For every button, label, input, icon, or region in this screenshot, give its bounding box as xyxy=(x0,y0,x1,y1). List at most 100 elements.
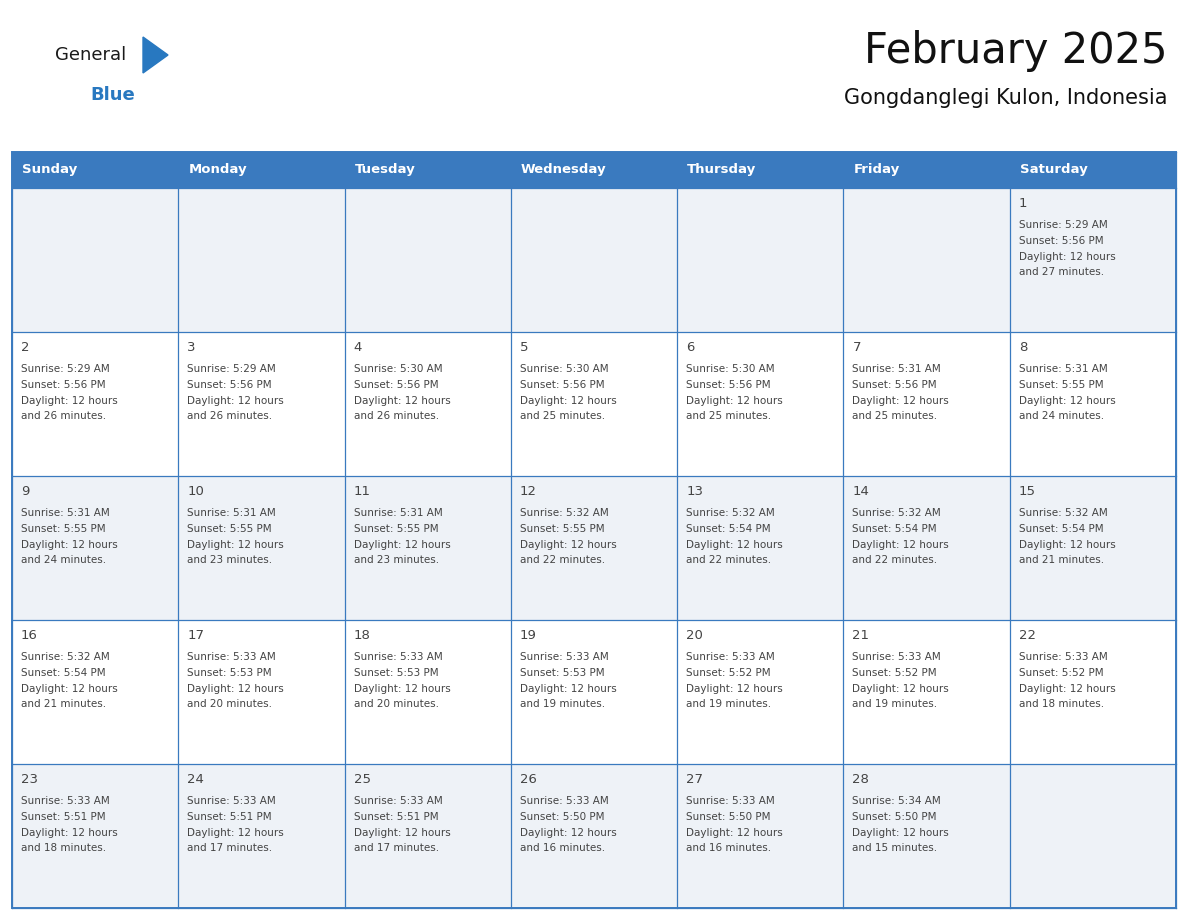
Text: Sunrise: 5:33 AM: Sunrise: 5:33 AM xyxy=(354,652,442,662)
Text: Daylight: 12 hours: Daylight: 12 hours xyxy=(687,828,783,837)
Text: Monday: Monday xyxy=(188,163,247,176)
Text: Daylight: 12 hours: Daylight: 12 hours xyxy=(21,684,118,694)
Text: Sunset: 5:54 PM: Sunset: 5:54 PM xyxy=(1019,524,1104,533)
Bar xyxy=(12,620,1176,764)
Text: 11: 11 xyxy=(354,485,371,498)
Polygon shape xyxy=(143,37,168,73)
Text: 9: 9 xyxy=(21,485,30,498)
Text: Sunset: 5:53 PM: Sunset: 5:53 PM xyxy=(520,667,605,677)
Text: Daylight: 12 hours: Daylight: 12 hours xyxy=(687,396,783,406)
Text: Wednesday: Wednesday xyxy=(520,163,607,176)
Text: Gongdanglegi Kulon, Indonesia: Gongdanglegi Kulon, Indonesia xyxy=(845,88,1168,108)
Text: Daylight: 12 hours: Daylight: 12 hours xyxy=(21,828,118,837)
Bar xyxy=(12,152,178,188)
Text: and 20 minutes.: and 20 minutes. xyxy=(188,700,272,710)
Text: Sunrise: 5:30 AM: Sunrise: 5:30 AM xyxy=(687,364,775,374)
Text: Sunrise: 5:32 AM: Sunrise: 5:32 AM xyxy=(1019,508,1107,518)
Text: Sunrise: 5:29 AM: Sunrise: 5:29 AM xyxy=(21,364,109,374)
Text: 16: 16 xyxy=(21,629,38,642)
Text: 8: 8 xyxy=(1019,341,1028,354)
Text: 15: 15 xyxy=(1019,485,1036,498)
Text: Daylight: 12 hours: Daylight: 12 hours xyxy=(354,540,450,550)
Text: 23: 23 xyxy=(21,773,38,786)
Text: Sunset: 5:54 PM: Sunset: 5:54 PM xyxy=(853,524,937,533)
Text: Daylight: 12 hours: Daylight: 12 hours xyxy=(1019,252,1116,262)
Text: Sunrise: 5:33 AM: Sunrise: 5:33 AM xyxy=(520,652,608,662)
Text: 3: 3 xyxy=(188,341,196,354)
Text: and 26 minutes.: and 26 minutes. xyxy=(354,411,438,421)
Text: Sunday: Sunday xyxy=(23,163,77,176)
Text: Sunrise: 5:32 AM: Sunrise: 5:32 AM xyxy=(687,508,775,518)
Text: Sunset: 5:52 PM: Sunset: 5:52 PM xyxy=(1019,667,1104,677)
Bar xyxy=(12,152,1176,908)
Text: Sunset: 5:50 PM: Sunset: 5:50 PM xyxy=(687,812,771,822)
Text: Sunset: 5:55 PM: Sunset: 5:55 PM xyxy=(188,524,272,533)
Text: Sunset: 5:56 PM: Sunset: 5:56 PM xyxy=(687,380,771,390)
Text: 6: 6 xyxy=(687,341,695,354)
Text: Sunrise: 5:31 AM: Sunrise: 5:31 AM xyxy=(853,364,941,374)
Text: Sunrise: 5:31 AM: Sunrise: 5:31 AM xyxy=(1019,364,1107,374)
Text: and 19 minutes.: and 19 minutes. xyxy=(853,700,937,710)
Text: and 24 minutes.: and 24 minutes. xyxy=(1019,411,1104,421)
Text: Sunrise: 5:32 AM: Sunrise: 5:32 AM xyxy=(853,508,941,518)
Bar xyxy=(1010,152,1176,188)
Text: Daylight: 12 hours: Daylight: 12 hours xyxy=(188,396,284,406)
Text: 19: 19 xyxy=(520,629,537,642)
Text: General: General xyxy=(55,46,126,64)
Text: and 26 minutes.: and 26 minutes. xyxy=(21,411,106,421)
Text: Daylight: 12 hours: Daylight: 12 hours xyxy=(1019,684,1116,694)
Text: Daylight: 12 hours: Daylight: 12 hours xyxy=(354,396,450,406)
Text: Sunset: 5:56 PM: Sunset: 5:56 PM xyxy=(853,380,937,390)
Text: Sunrise: 5:32 AM: Sunrise: 5:32 AM xyxy=(21,652,109,662)
Text: Sunset: 5:50 PM: Sunset: 5:50 PM xyxy=(520,812,605,822)
Text: Daylight: 12 hours: Daylight: 12 hours xyxy=(853,540,949,550)
Text: 5: 5 xyxy=(520,341,529,354)
Bar xyxy=(345,152,511,188)
Text: 20: 20 xyxy=(687,629,703,642)
Text: Sunset: 5:53 PM: Sunset: 5:53 PM xyxy=(354,667,438,677)
Text: Sunrise: 5:33 AM: Sunrise: 5:33 AM xyxy=(21,796,109,806)
Text: 17: 17 xyxy=(188,629,204,642)
Text: Sunrise: 5:32 AM: Sunrise: 5:32 AM xyxy=(520,508,608,518)
Text: Sunset: 5:52 PM: Sunset: 5:52 PM xyxy=(687,667,771,677)
Text: and 20 minutes.: and 20 minutes. xyxy=(354,700,438,710)
Text: and 16 minutes.: and 16 minutes. xyxy=(687,844,771,854)
Text: Sunrise: 5:31 AM: Sunrise: 5:31 AM xyxy=(354,508,442,518)
Text: Sunrise: 5:30 AM: Sunrise: 5:30 AM xyxy=(354,364,442,374)
Text: and 18 minutes.: and 18 minutes. xyxy=(21,844,106,854)
Text: Sunset: 5:56 PM: Sunset: 5:56 PM xyxy=(354,380,438,390)
Text: Daylight: 12 hours: Daylight: 12 hours xyxy=(520,540,617,550)
Text: Daylight: 12 hours: Daylight: 12 hours xyxy=(520,396,617,406)
Text: Sunset: 5:54 PM: Sunset: 5:54 PM xyxy=(687,524,771,533)
Text: and 24 minutes.: and 24 minutes. xyxy=(21,555,106,565)
Text: Daylight: 12 hours: Daylight: 12 hours xyxy=(21,396,118,406)
Text: 7: 7 xyxy=(853,341,861,354)
Text: Sunrise: 5:33 AM: Sunrise: 5:33 AM xyxy=(687,652,775,662)
Text: Daylight: 12 hours: Daylight: 12 hours xyxy=(1019,396,1116,406)
Text: Sunset: 5:54 PM: Sunset: 5:54 PM xyxy=(21,667,106,677)
Text: Sunrise: 5:33 AM: Sunrise: 5:33 AM xyxy=(188,796,276,806)
Text: Sunrise: 5:33 AM: Sunrise: 5:33 AM xyxy=(188,652,276,662)
Text: and 23 minutes.: and 23 minutes. xyxy=(354,555,438,565)
Text: Saturday: Saturday xyxy=(1019,163,1087,176)
Text: Daylight: 12 hours: Daylight: 12 hours xyxy=(520,684,617,694)
Text: 24: 24 xyxy=(188,773,204,786)
Text: and 17 minutes.: and 17 minutes. xyxy=(354,844,438,854)
Text: Sunset: 5:51 PM: Sunset: 5:51 PM xyxy=(354,812,438,822)
Text: Daylight: 12 hours: Daylight: 12 hours xyxy=(853,684,949,694)
Text: Sunset: 5:53 PM: Sunset: 5:53 PM xyxy=(188,667,272,677)
Text: and 21 minutes.: and 21 minutes. xyxy=(1019,555,1104,565)
Bar xyxy=(12,476,1176,620)
Text: Sunset: 5:55 PM: Sunset: 5:55 PM xyxy=(1019,380,1104,390)
Text: Sunset: 5:56 PM: Sunset: 5:56 PM xyxy=(188,380,272,390)
Text: and 25 minutes.: and 25 minutes. xyxy=(687,411,771,421)
Text: and 23 minutes.: and 23 minutes. xyxy=(188,555,272,565)
Text: Sunset: 5:52 PM: Sunset: 5:52 PM xyxy=(853,667,937,677)
Text: February 2025: February 2025 xyxy=(865,30,1168,72)
Text: Thursday: Thursday xyxy=(687,163,757,176)
Text: and 25 minutes.: and 25 minutes. xyxy=(853,411,937,421)
Text: 21: 21 xyxy=(853,629,870,642)
Text: Blue: Blue xyxy=(90,86,134,104)
Text: Daylight: 12 hours: Daylight: 12 hours xyxy=(853,828,949,837)
Text: Daylight: 12 hours: Daylight: 12 hours xyxy=(354,828,450,837)
